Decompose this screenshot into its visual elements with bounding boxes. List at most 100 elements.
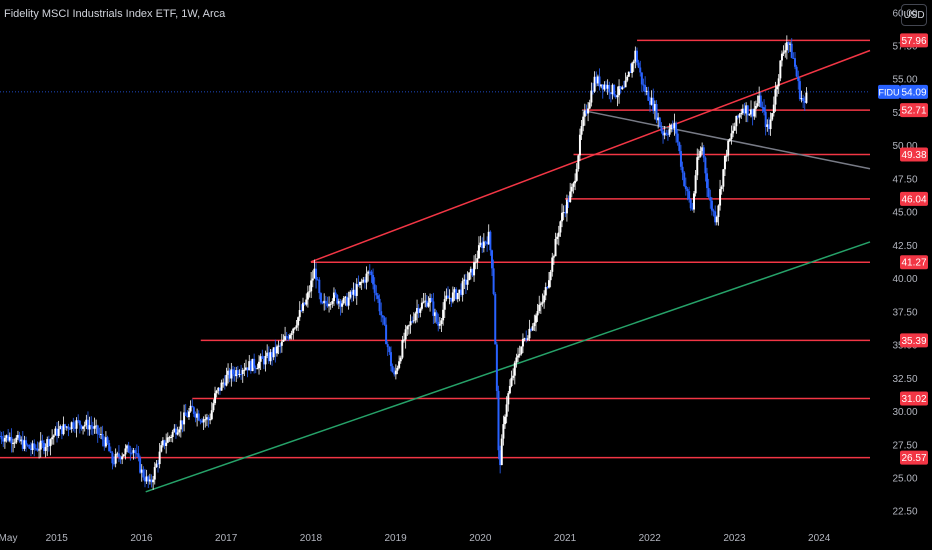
candle-body (38, 449, 41, 451)
candle-body (280, 341, 283, 346)
candle-body (750, 109, 753, 115)
candle-body (655, 104, 658, 121)
candle-body (114, 454, 117, 464)
candle-body (433, 312, 436, 316)
candle-body (676, 133, 679, 143)
candle-body (463, 279, 466, 282)
candle-body (714, 211, 717, 223)
level-badge (900, 333, 928, 348)
candle-body (95, 425, 98, 427)
candle-body (417, 308, 420, 313)
price-tick-label: 37.50 (892, 307, 917, 318)
candle-body (613, 84, 616, 96)
candle-body (288, 334, 291, 339)
candle-body (489, 231, 492, 251)
candle-body (44, 447, 47, 451)
candle-body (504, 416, 507, 425)
candle-body (580, 126, 583, 135)
candle-body (215, 390, 218, 394)
candle-body (474, 262, 477, 264)
candle-body (723, 155, 726, 170)
candle-body (82, 426, 85, 429)
candle-body (345, 296, 348, 306)
candle-body (756, 103, 759, 106)
candle-body (686, 189, 689, 192)
candle-body (469, 268, 472, 273)
candle-body (210, 410, 213, 420)
candle-body (403, 339, 406, 341)
candle-body (727, 140, 730, 156)
candle-body (738, 114, 741, 118)
level-badge-label: 46.04 (901, 194, 926, 205)
currency-button[interactable]: USD (901, 4, 927, 26)
candle-body (538, 304, 541, 312)
candle-body (662, 131, 665, 136)
candle-body (792, 57, 795, 59)
candle-body (218, 387, 221, 391)
candle-body (321, 302, 324, 304)
candle-body (780, 53, 783, 61)
candle-body (494, 293, 497, 345)
candle-body (266, 352, 269, 357)
time-tick-label: 2020 (469, 533, 492, 544)
candle-body (624, 80, 627, 88)
candle-body (764, 111, 767, 127)
candle-body (805, 92, 808, 103)
candle-body (332, 292, 335, 302)
candle-body (113, 463, 116, 465)
candle-body (336, 295, 339, 304)
candle-body (717, 205, 720, 217)
candle-body (603, 84, 606, 90)
level-badge (900, 191, 928, 206)
candle-body (376, 295, 379, 299)
candle-body (152, 479, 155, 483)
candle-body (732, 130, 735, 134)
candle-body (292, 328, 295, 334)
candle-body (438, 324, 441, 326)
candle-body (290, 333, 293, 335)
candle-body (344, 296, 347, 299)
candle-body (455, 289, 458, 300)
candle-body (720, 186, 723, 190)
candle-body (365, 273, 368, 283)
candle-body (722, 169, 725, 187)
candle-body (430, 298, 433, 302)
price-tick-label: 60.00 (892, 8, 917, 19)
candle-body (189, 405, 192, 412)
candle-body (388, 347, 391, 353)
candle-body (370, 271, 373, 276)
level-badge (900, 255, 928, 270)
candle-body (357, 284, 360, 286)
candle-body (331, 301, 334, 304)
candle-body (337, 301, 340, 304)
candle-body (85, 419, 88, 426)
candle-body (324, 300, 327, 304)
candle-body (644, 85, 647, 92)
candle-body (28, 445, 31, 449)
candle-body (564, 212, 567, 214)
candle-body (407, 325, 410, 327)
candle-body (129, 452, 132, 454)
candle-body (670, 124, 673, 130)
time-tick-label: 2016 (130, 533, 153, 544)
candles (0, 35, 808, 490)
candle-body (678, 142, 681, 152)
candle-body (34, 448, 37, 450)
candle-body (41, 440, 44, 443)
candle-body (137, 453, 140, 458)
price-tick-label: 45.00 (892, 208, 917, 219)
trend-line (310, 49, 871, 263)
candle-body (562, 212, 565, 214)
candle-body (298, 310, 301, 318)
candle-body (649, 100, 652, 105)
candle-body (10, 437, 13, 444)
candle-body (442, 309, 445, 321)
candle-body (802, 98, 805, 101)
candle-body (367, 271, 370, 274)
candle-body (697, 156, 700, 158)
candle-body (197, 413, 200, 421)
candle-body (684, 186, 687, 190)
candle-body (132, 450, 135, 453)
candle-body (675, 122, 678, 134)
